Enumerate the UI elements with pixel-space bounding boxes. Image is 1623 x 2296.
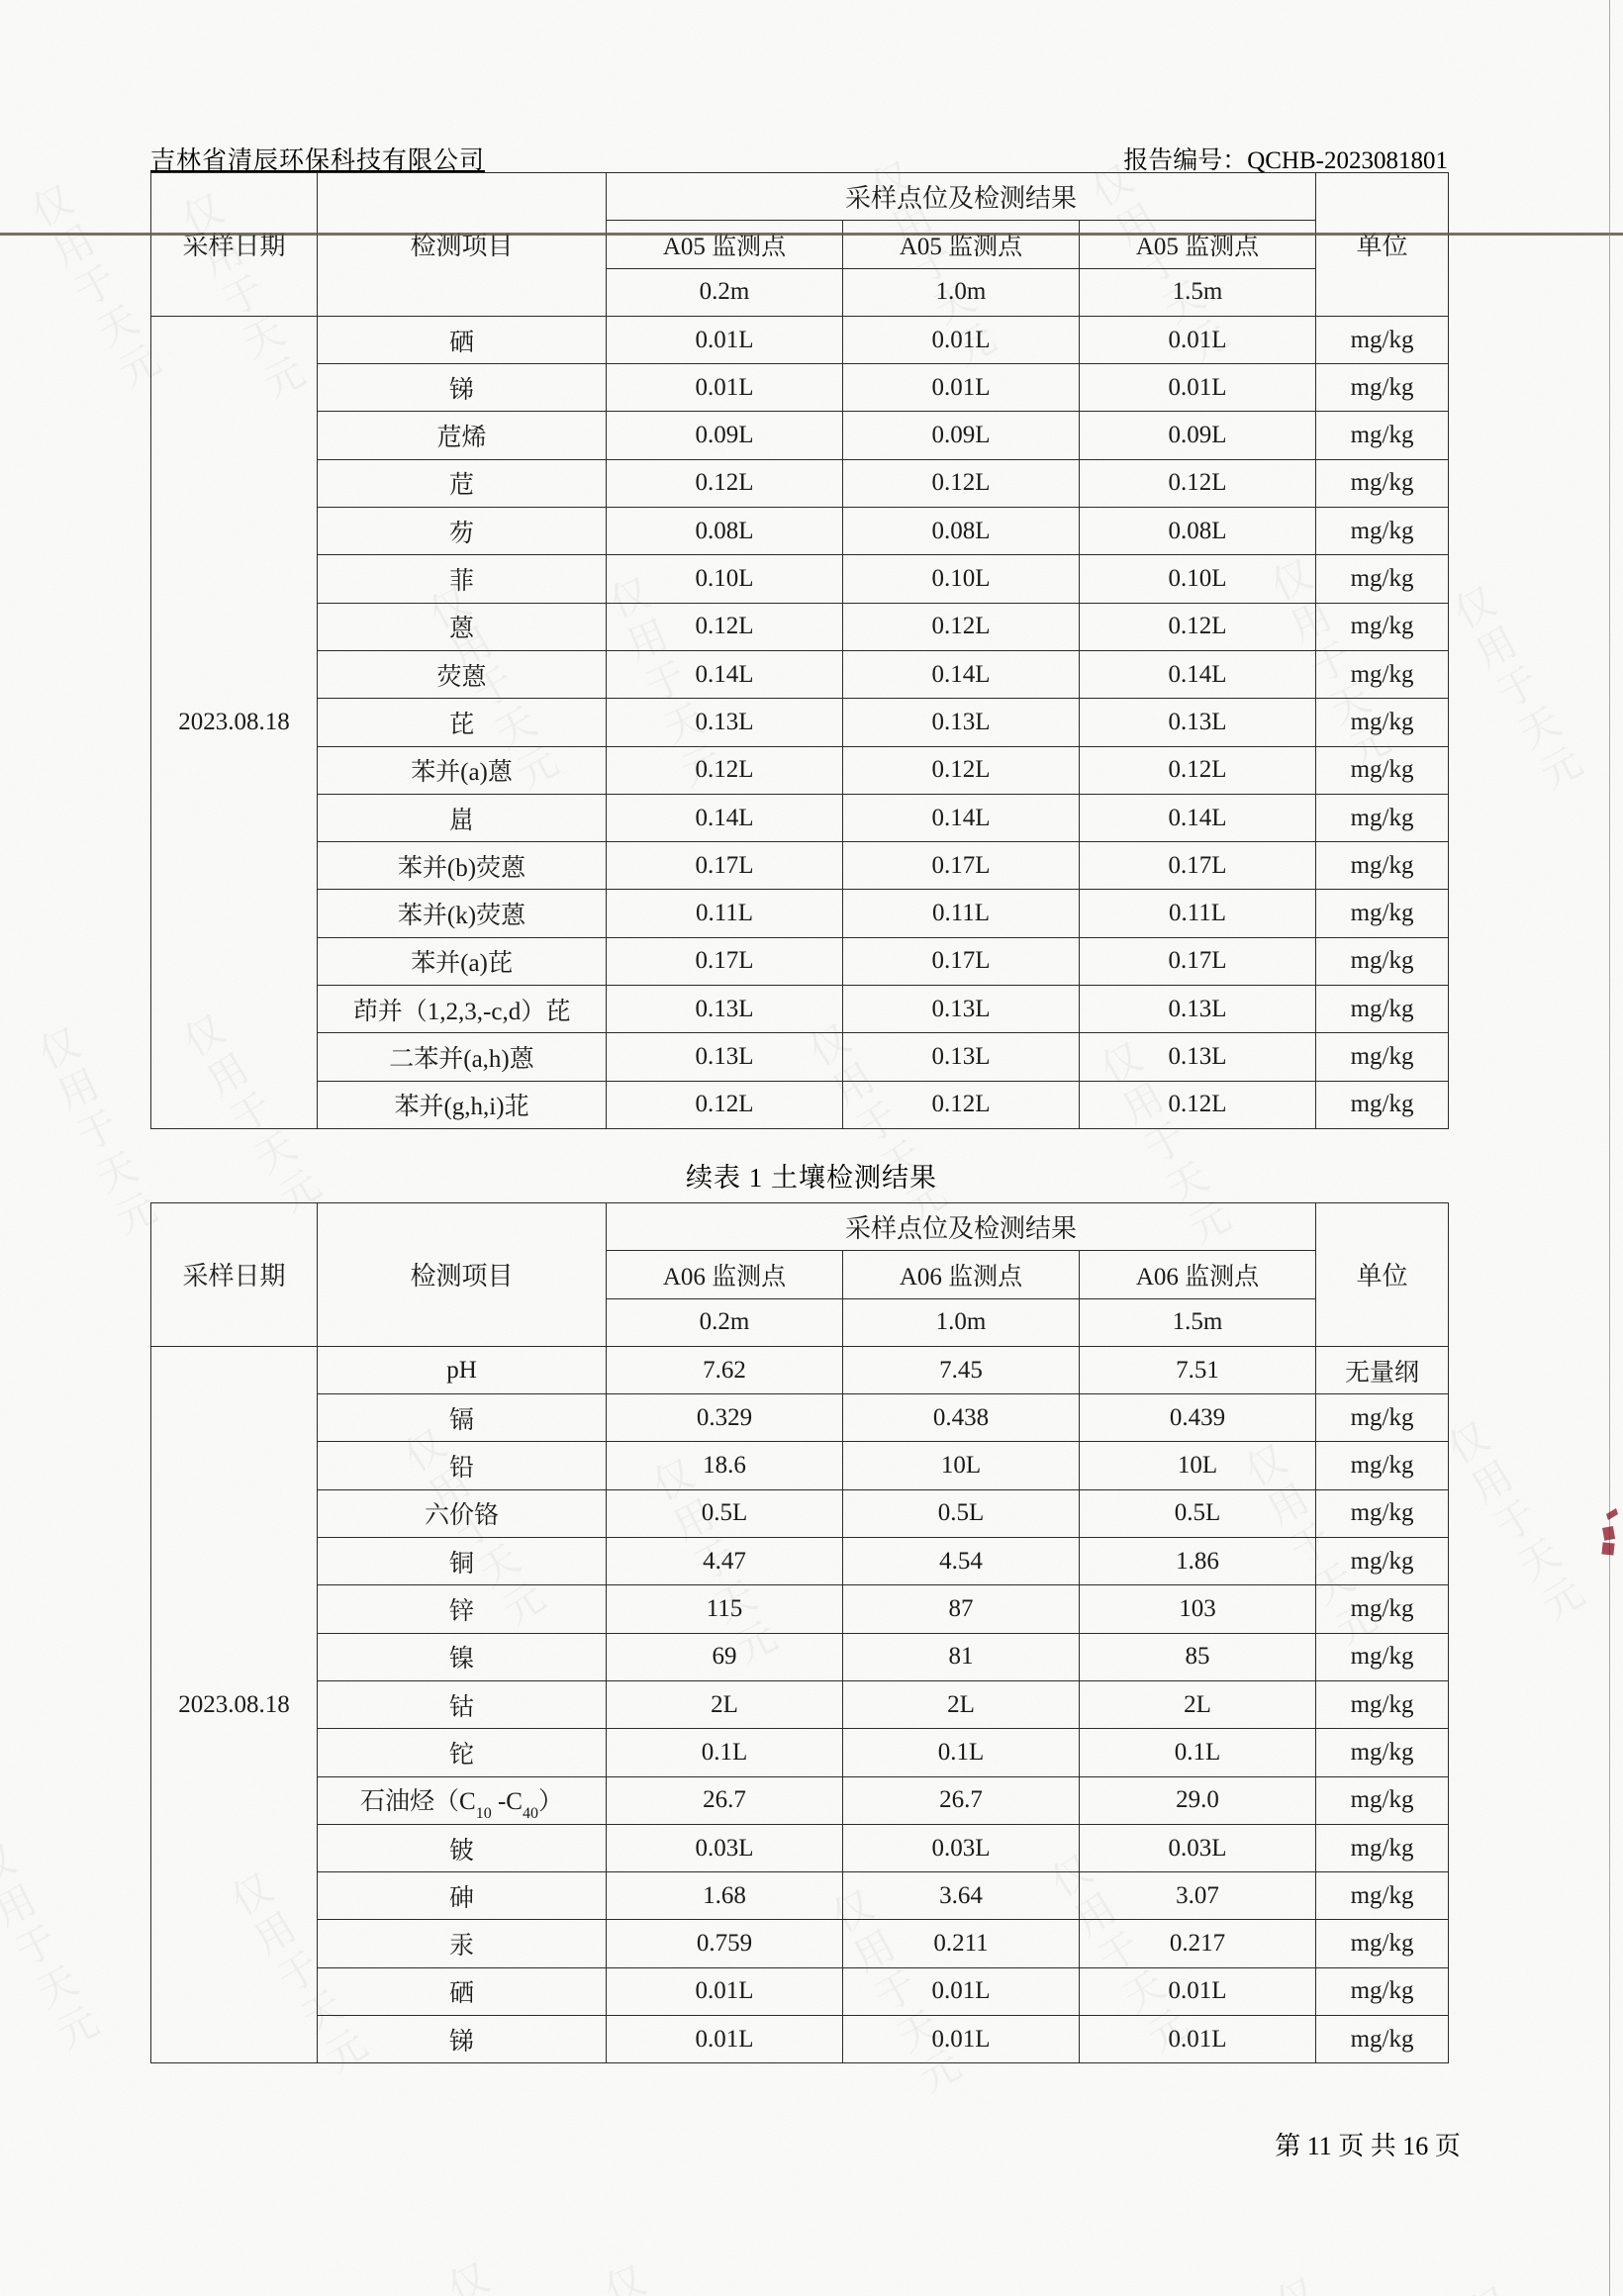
svg-text:用: 用 — [1460, 1445, 1523, 1513]
svg-text:用: 用 — [613, 2291, 672, 2296]
svg-text:天: 天 — [85, 289, 146, 357]
svg-text:于: 于 — [63, 249, 125, 318]
svg-text:元: 元 — [1530, 1562, 1593, 1630]
svg-text:仅: 仅 — [594, 2249, 653, 2296]
svg-text:仅: 仅 — [20, 169, 81, 238]
svg-text:元: 元 — [47, 1990, 108, 2058]
svg-text:天: 天 — [1506, 1523, 1570, 1591]
svg-text:天: 天 — [1507, 691, 1569, 759]
svg-text:于: 于 — [1482, 1484, 1546, 1553]
svg-text:于: 于 — [5, 1910, 66, 1978]
svg-text:仅: 仅 — [28, 1012, 87, 1081]
svg-text:用: 用 — [42, 210, 103, 278]
svg-text:用: 用 — [48, 1053, 107, 1121]
svg-text:用: 用 — [0, 1869, 45, 1938]
svg-text:于: 于 — [66, 1095, 126, 1163]
svg-text:仅: 仅 — [1265, 2262, 1326, 2296]
svg-text:元: 元 — [1529, 731, 1590, 800]
svg-text:仅: 仅 — [437, 2248, 498, 2296]
svg-text:用: 用 — [1465, 611, 1526, 679]
svg-text:仅: 仅 — [1456, 2271, 1519, 2296]
svg-text:用: 用 — [456, 2288, 517, 2296]
svg-text:仅: 仅 — [1443, 571, 1504, 639]
svg-text:仅: 仅 — [0, 1829, 25, 1897]
svg-text:于: 于 — [1485, 651, 1547, 719]
svg-text:天: 天 — [26, 1951, 87, 2019]
